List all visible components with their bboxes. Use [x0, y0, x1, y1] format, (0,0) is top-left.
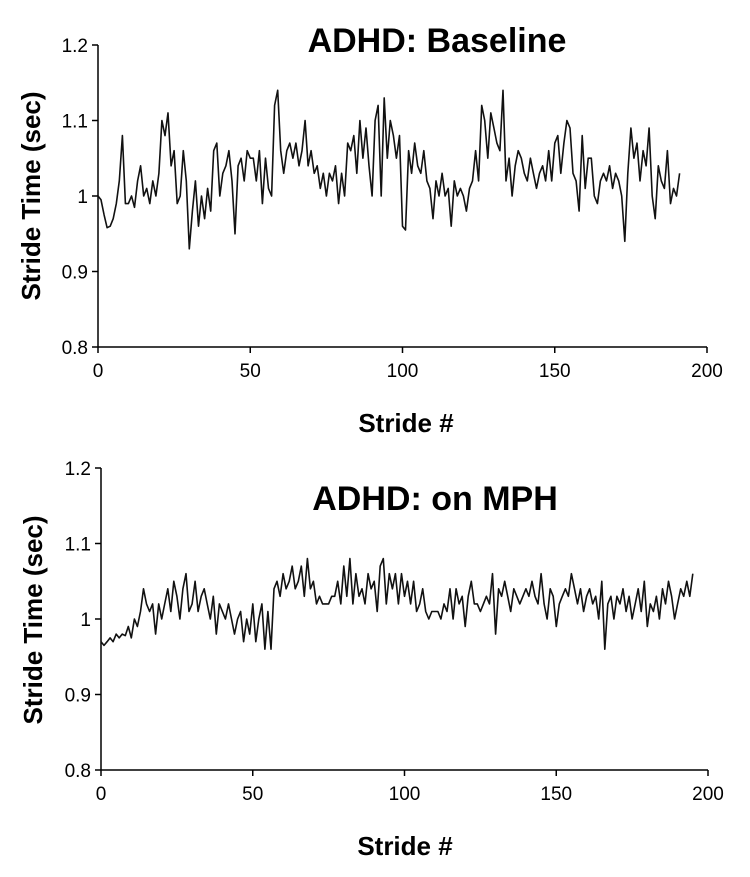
chart-mph: ADHD: on MPH Stride Time (sec) Stride # … — [18, 459, 724, 861]
y-tick-label: 1 — [80, 610, 91, 631]
x-tick-label: 100 — [389, 784, 421, 805]
y-tick-label: 0.8 — [62, 338, 88, 359]
x-axis-label: Stride # — [358, 408, 454, 438]
y-tick-label: 1.2 — [62, 36, 88, 57]
series-line-stride-time — [100, 557, 694, 650]
y-tick-label: 0.9 — [65, 686, 91, 707]
x-tick-label: 150 — [540, 784, 572, 805]
x-tick-label: 150 — [539, 361, 571, 382]
x-tick-label: 0 — [93, 361, 104, 382]
x-tick-label: 100 — [387, 361, 419, 382]
x-tick-label: 200 — [692, 784, 724, 805]
x-tick-label: 50 — [240, 361, 261, 382]
y-tick-label: 0.8 — [65, 761, 91, 782]
chart-title: ADHD: Baseline — [308, 22, 567, 60]
y-tick-label: 1 — [77, 187, 88, 208]
chart-title: ADHD: on MPH — [312, 480, 558, 518]
y-ticks: 0.8 0.9 1 1.1 1.2 — [65, 459, 101, 782]
x-axis-label: Stride # — [357, 831, 453, 861]
y-tick-label: 1.1 — [65, 535, 91, 556]
x-ticks: 0 50 100 150 200 — [93, 347, 723, 382]
chart-baseline: ADHD: Baseline Stride Time (sec) Stride … — [16, 22, 723, 438]
series-line-stride-time — [97, 89, 681, 250]
y-axis-label: Stride Time (sec) — [18, 515, 48, 724]
x-tick-label: 200 — [691, 361, 723, 382]
y-tick-label: 1.2 — [65, 459, 91, 480]
x-tick-label: 50 — [242, 784, 263, 805]
y-ticks: 0.8 0.9 1 1.1 1.2 — [62, 36, 98, 359]
x-tick-label: 0 — [96, 784, 107, 805]
y-tick-label: 1.1 — [62, 112, 88, 133]
y-tick-label: 0.9 — [62, 263, 88, 284]
x-ticks: 0 50 100 150 200 — [96, 770, 724, 805]
y-axis-label: Stride Time (sec) — [16, 91, 46, 300]
